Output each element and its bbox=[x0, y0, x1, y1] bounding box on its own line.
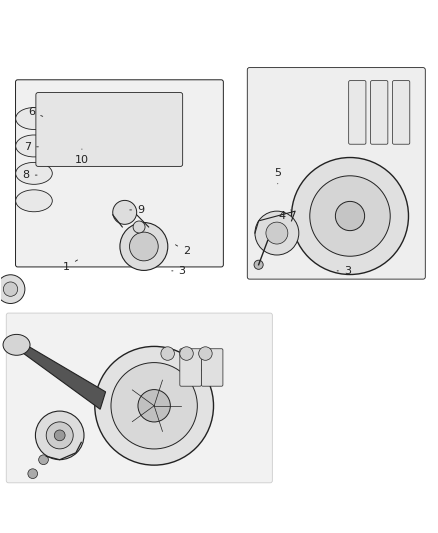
Ellipse shape bbox=[16, 163, 52, 184]
Circle shape bbox=[138, 390, 170, 422]
Circle shape bbox=[199, 347, 212, 360]
Text: 2: 2 bbox=[176, 245, 190, 256]
Circle shape bbox=[266, 222, 288, 244]
Text: 4: 4 bbox=[279, 210, 291, 221]
Circle shape bbox=[254, 260, 263, 269]
FancyBboxPatch shape bbox=[180, 349, 201, 386]
Circle shape bbox=[54, 430, 65, 441]
Circle shape bbox=[336, 201, 364, 231]
Circle shape bbox=[292, 158, 409, 274]
Ellipse shape bbox=[16, 190, 52, 212]
Circle shape bbox=[310, 176, 390, 256]
Circle shape bbox=[0, 275, 25, 303]
FancyBboxPatch shape bbox=[371, 80, 388, 144]
Circle shape bbox=[95, 346, 213, 465]
Polygon shape bbox=[11, 336, 106, 409]
Text: 8: 8 bbox=[23, 170, 37, 180]
Circle shape bbox=[28, 469, 38, 479]
Text: 5: 5 bbox=[274, 168, 281, 184]
Circle shape bbox=[120, 223, 168, 270]
FancyBboxPatch shape bbox=[36, 93, 183, 166]
Circle shape bbox=[111, 362, 198, 449]
Text: 7: 7 bbox=[24, 142, 39, 152]
FancyBboxPatch shape bbox=[15, 80, 223, 267]
FancyBboxPatch shape bbox=[6, 313, 272, 483]
Circle shape bbox=[46, 422, 73, 449]
Text: 3: 3 bbox=[172, 266, 186, 276]
FancyBboxPatch shape bbox=[247, 68, 425, 279]
Circle shape bbox=[180, 347, 193, 360]
Circle shape bbox=[4, 282, 18, 296]
Text: 1: 1 bbox=[63, 260, 78, 271]
Circle shape bbox=[39, 455, 48, 465]
Text: 9: 9 bbox=[130, 205, 144, 215]
Circle shape bbox=[161, 347, 174, 360]
FancyBboxPatch shape bbox=[201, 349, 223, 386]
Circle shape bbox=[133, 221, 145, 233]
Ellipse shape bbox=[3, 334, 30, 356]
FancyBboxPatch shape bbox=[392, 80, 410, 144]
FancyBboxPatch shape bbox=[349, 80, 366, 144]
Ellipse shape bbox=[16, 135, 52, 157]
Ellipse shape bbox=[16, 108, 52, 130]
Circle shape bbox=[255, 211, 299, 255]
Text: 3: 3 bbox=[337, 266, 351, 276]
Text: 6: 6 bbox=[28, 107, 43, 117]
Circle shape bbox=[130, 232, 158, 261]
Circle shape bbox=[113, 200, 137, 224]
Text: 10: 10 bbox=[75, 149, 89, 165]
Circle shape bbox=[35, 411, 84, 459]
